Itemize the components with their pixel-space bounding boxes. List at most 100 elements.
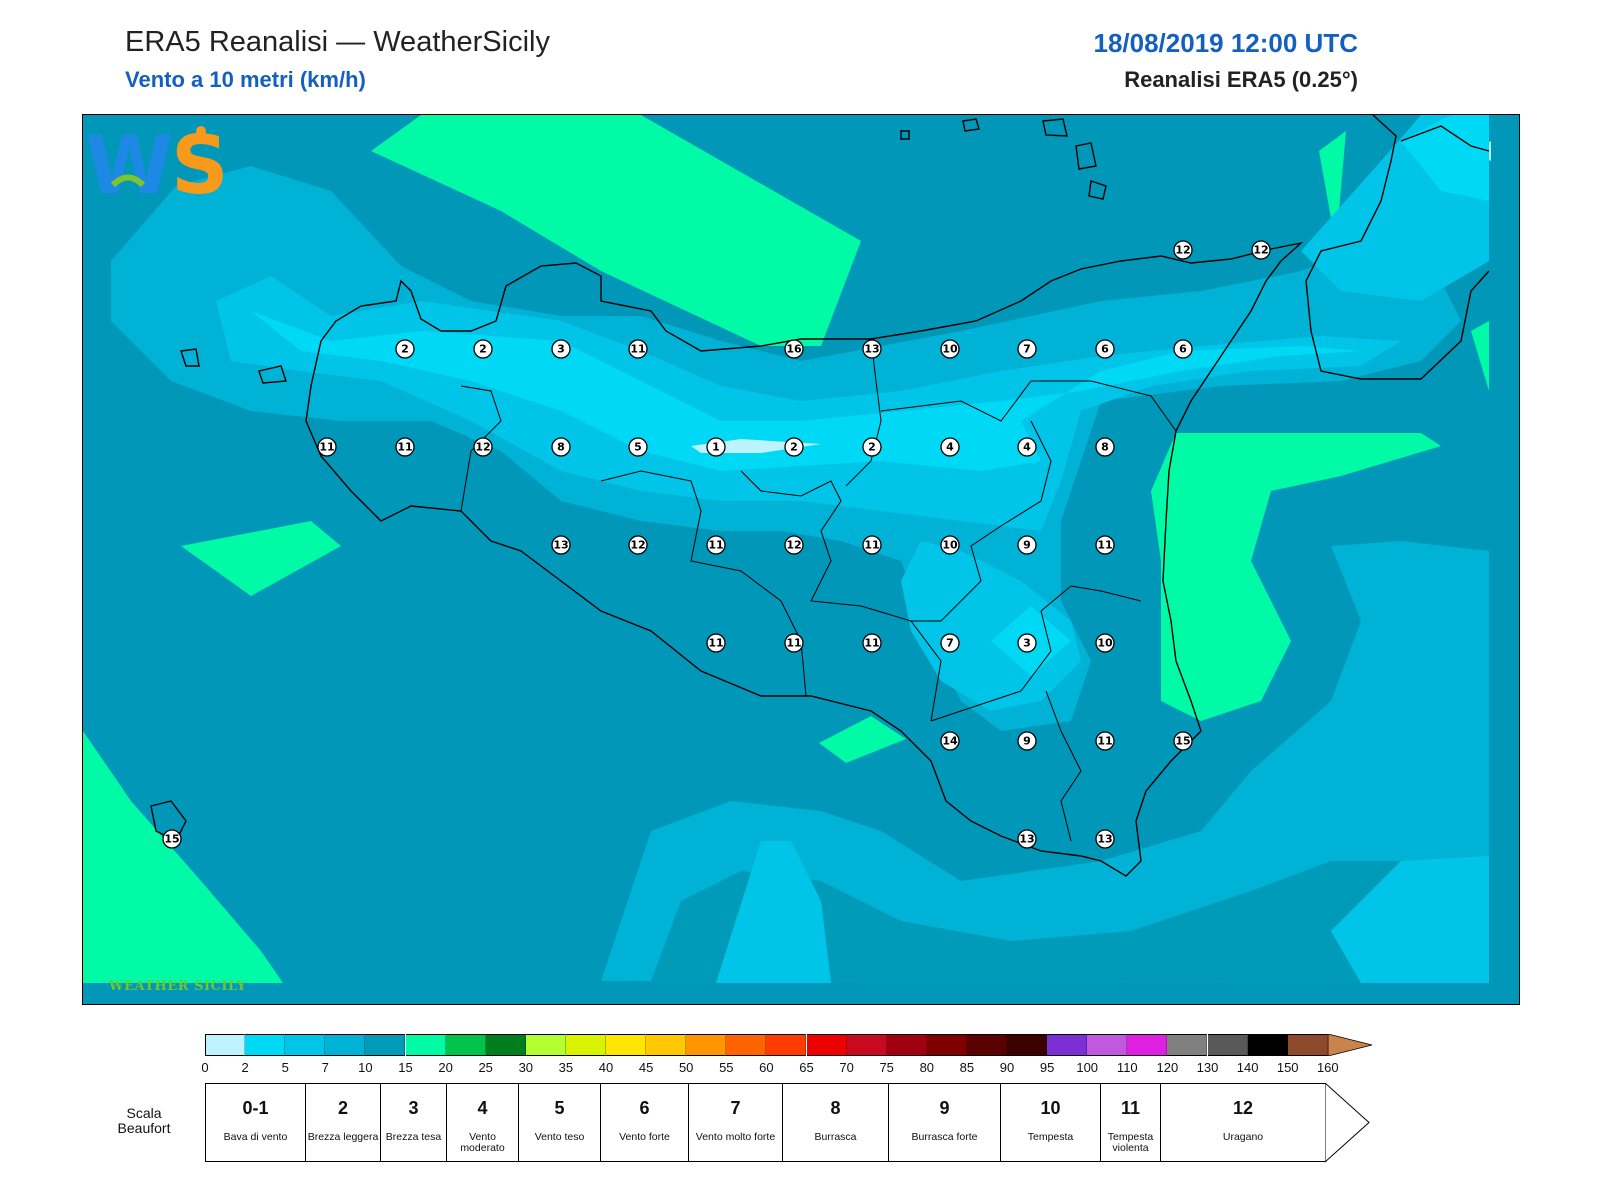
beaufort-cell: 12 Uragano <box>1160 1083 1325 1162</box>
map-datetime: 18/08/2019 12:00 UTC <box>1093 28 1358 58</box>
data-source: Reanalisi ERA5 (0.25°) <box>1124 67 1358 92</box>
wind-station-value: 9 <box>1023 735 1031 748</box>
wind-station-value: 6 <box>1101 343 1109 356</box>
wind-station: 10 <box>1095 633 1115 653</box>
beaufort-number: 8 <box>830 1098 841 1118</box>
wind-station-value: 5 <box>634 441 642 454</box>
wind-station: 12 <box>1251 240 1271 260</box>
logo-text: WEATHER SICILY <box>109 979 247 994</box>
wind-station: 11 <box>862 633 882 653</box>
beaufort-number: 4 <box>477 1098 488 1118</box>
colorbar-tick-label: 45 <box>638 1060 654 1075</box>
wind-station: 3 <box>551 339 571 359</box>
beaufort-cell: 3 Brezza tesa <box>380 1083 446 1162</box>
wind-station-value: 12 <box>1253 244 1268 257</box>
ws-logo-icon: W S <box>85 119 229 212</box>
wind-station: 6 <box>1095 339 1115 359</box>
colorbar-swatch <box>766 1034 807 1056</box>
colorbar-swatch <box>445 1034 486 1056</box>
beaufort-number: 10 <box>1040 1098 1061 1118</box>
wind-station: 3 <box>1017 633 1037 653</box>
colorbar-swatch <box>846 1034 887 1056</box>
wind-station-value: 11 <box>1097 735 1112 748</box>
beaufort-cell: 10 Tempesta <box>1000 1083 1100 1162</box>
wind-station: 11 <box>317 437 337 457</box>
wind-field: 12 122 2 3 11 16 13 10 7 6 611 11 12 8 5 1 2 2 4 4 813 12 11 12… <box>83 115 1491 983</box>
wind-station-value: 2 <box>868 441 876 454</box>
wind-station-value: 8 <box>1101 441 1109 454</box>
colorbar-swatch <box>1127 1034 1168 1056</box>
colorbar-swatch <box>966 1034 1007 1056</box>
colorbar-swatch <box>245 1034 286 1056</box>
colorbar-swatch <box>1247 1034 1288 1056</box>
wind-station: 11 <box>1095 535 1115 555</box>
wind-station-value: 3 <box>557 343 565 356</box>
wind-map: 12 12 2 2 3 11 16 13 10 7 6 6 11 11 12 8 5 1 2 2 4 4 8 13 12 11 12… <box>82 114 1520 1005</box>
wind-station-value: 2 <box>401 343 409 356</box>
colorbar-tick-label: 160 <box>1316 1060 1339 1075</box>
wind-station-value: 2 <box>790 441 798 454</box>
wind-station-value: 1 <box>712 441 720 454</box>
colorbar-tick-label: 35 <box>558 1060 574 1075</box>
beaufort-cell: 0-1 Bava di vento <box>205 1083 305 1162</box>
eolie-island-3 <box>1075 142 1097 170</box>
colorbar-swatch <box>1207 1034 1248 1056</box>
wind-station-value: 11 <box>1097 539 1112 552</box>
beaufort-cell: 6 Vento forte <box>600 1083 688 1162</box>
wind-station-value: 6 <box>1179 343 1187 356</box>
wind-station-value: 15 <box>1175 735 1190 748</box>
colorbar-swatch <box>806 1034 847 1056</box>
wind-station: 4 <box>1017 437 1037 457</box>
wind-station: 10 <box>940 339 960 359</box>
zone-15-20-sw <box>83 731 283 983</box>
beaufort-scale: 0-1 Bava di vento 2 Brezza leggera 3 Brezza t… <box>205 1083 1400 1163</box>
wind-station: 8 <box>1095 437 1115 457</box>
beaufort-cell: 8 Burrasca <box>782 1083 888 1162</box>
beaufort-description: Burrasca forte <box>911 1131 978 1143</box>
colorbar-swatch <box>325 1034 366 1056</box>
colorbar-tick-label: 90 <box>999 1060 1015 1075</box>
eolie-island-2 <box>1042 118 1068 137</box>
colorbar-tick-label: 150 <box>1276 1060 1299 1075</box>
wind-station-value: 13 <box>864 343 879 356</box>
province-boundary <box>460 338 1177 842</box>
colorbar-tick-label: 15 <box>398 1060 413 1075</box>
pantelleria-island <box>150 800 187 842</box>
colorbar-tick-label: 95 <box>1039 1060 1055 1075</box>
wind-station-value: 11 <box>708 539 723 552</box>
colorbar-tick-label: 20 <box>438 1060 453 1075</box>
beaufort-description: Tempesta <box>1027 1131 1074 1143</box>
eolie-island-4 <box>1088 180 1107 200</box>
wind-station: 1 <box>706 437 726 457</box>
beaufort-number: 11 <box>1120 1098 1141 1118</box>
beaufort-description: Vento molto forte <box>695 1131 776 1143</box>
colorbar-swatch <box>405 1034 446 1056</box>
beaufort-description: Uragano <box>1222 1131 1264 1143</box>
map-title: ERA5 Reanalisi — WeatherSicily <box>125 26 550 58</box>
wind-station-value: 11 <box>864 637 879 650</box>
colorbar-tick-label: 7 <box>321 1060 329 1075</box>
zone-15-20-south <box>819 716 906 763</box>
colorbar-tick-label: 80 <box>919 1060 935 1075</box>
wind-station: 15 <box>1173 731 1193 751</box>
wind-station: 11 <box>706 535 726 555</box>
beaufort-description: Burrasca <box>814 1131 857 1143</box>
wind-station: 16 <box>784 339 804 359</box>
beaufort-number: 0-1 <box>242 1098 269 1118</box>
colorbar-swatch <box>886 1034 927 1056</box>
wind-station: 11 <box>1095 731 1115 751</box>
wind-station: 13 <box>551 535 571 555</box>
wind-station-value: 12 <box>630 539 645 552</box>
wind-station: 2 <box>395 339 415 359</box>
colorbar-swatch <box>606 1034 647 1056</box>
wind-station-value: 11 <box>708 637 723 650</box>
colorbar-swatch <box>285 1034 326 1056</box>
beaufort-number: 5 <box>554 1098 565 1118</box>
beaufort-description: Brezza tesa <box>385 1131 442 1143</box>
sicily-coast <box>305 241 1304 877</box>
egadi-island-2 <box>258 365 287 384</box>
colorbar-swatch <box>485 1034 526 1056</box>
colorbar-tick-label: 0 <box>201 1060 209 1075</box>
wind-station-value: 8 <box>557 441 565 454</box>
beaufort-number: 2 <box>337 1098 348 1118</box>
